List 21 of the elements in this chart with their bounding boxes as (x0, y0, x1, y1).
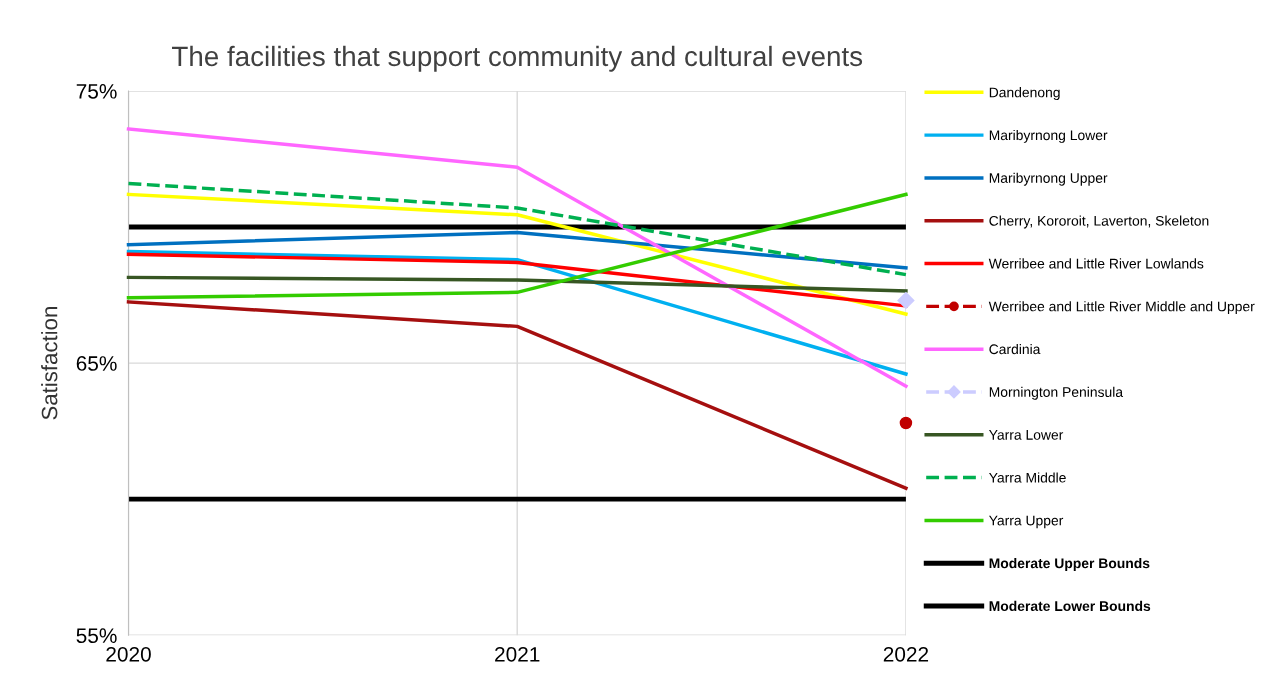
x-tick-label: 2021 (495, 646, 540, 662)
chart-title: The facilities that support community and cultural events (172, 45, 863, 72)
legend-label: Moderate Lower Bounds (989, 600, 1151, 612)
legend-label: Maribyrnong Lower (989, 129, 1108, 143)
legend-label: Yarra Lower (989, 430, 1064, 440)
legend-label: Werribee and Little River Lowlands (988, 258, 1204, 269)
y-tick-label: 75% (76, 84, 117, 99)
y-axis-title: Satisfaction (41, 307, 58, 420)
legend-label: Cardinia (989, 343, 1041, 355)
x-tick-label: 2020 (106, 646, 151, 662)
legend-label: Yarra Upper (989, 515, 1064, 529)
x-tick-label: 2022 (883, 646, 929, 662)
y-tick-label: 55% (76, 628, 117, 644)
legend-label: Mornington Peninsula (989, 386, 1124, 400)
legend-label: Moderate Upper Bounds (989, 558, 1150, 571)
legend-label: Cherry, Kororoit, Laverton, Skeleton (989, 215, 1209, 229)
legend-label: Maribyrnong Upper (989, 172, 1108, 186)
legend-label: Dandenong (989, 87, 1060, 101)
legend-label: Yarra Middle (989, 472, 1066, 483)
y-tick-label: 65% (76, 356, 117, 371)
legend-label: Werribee and Little River Middle and Upper (988, 301, 1255, 315)
